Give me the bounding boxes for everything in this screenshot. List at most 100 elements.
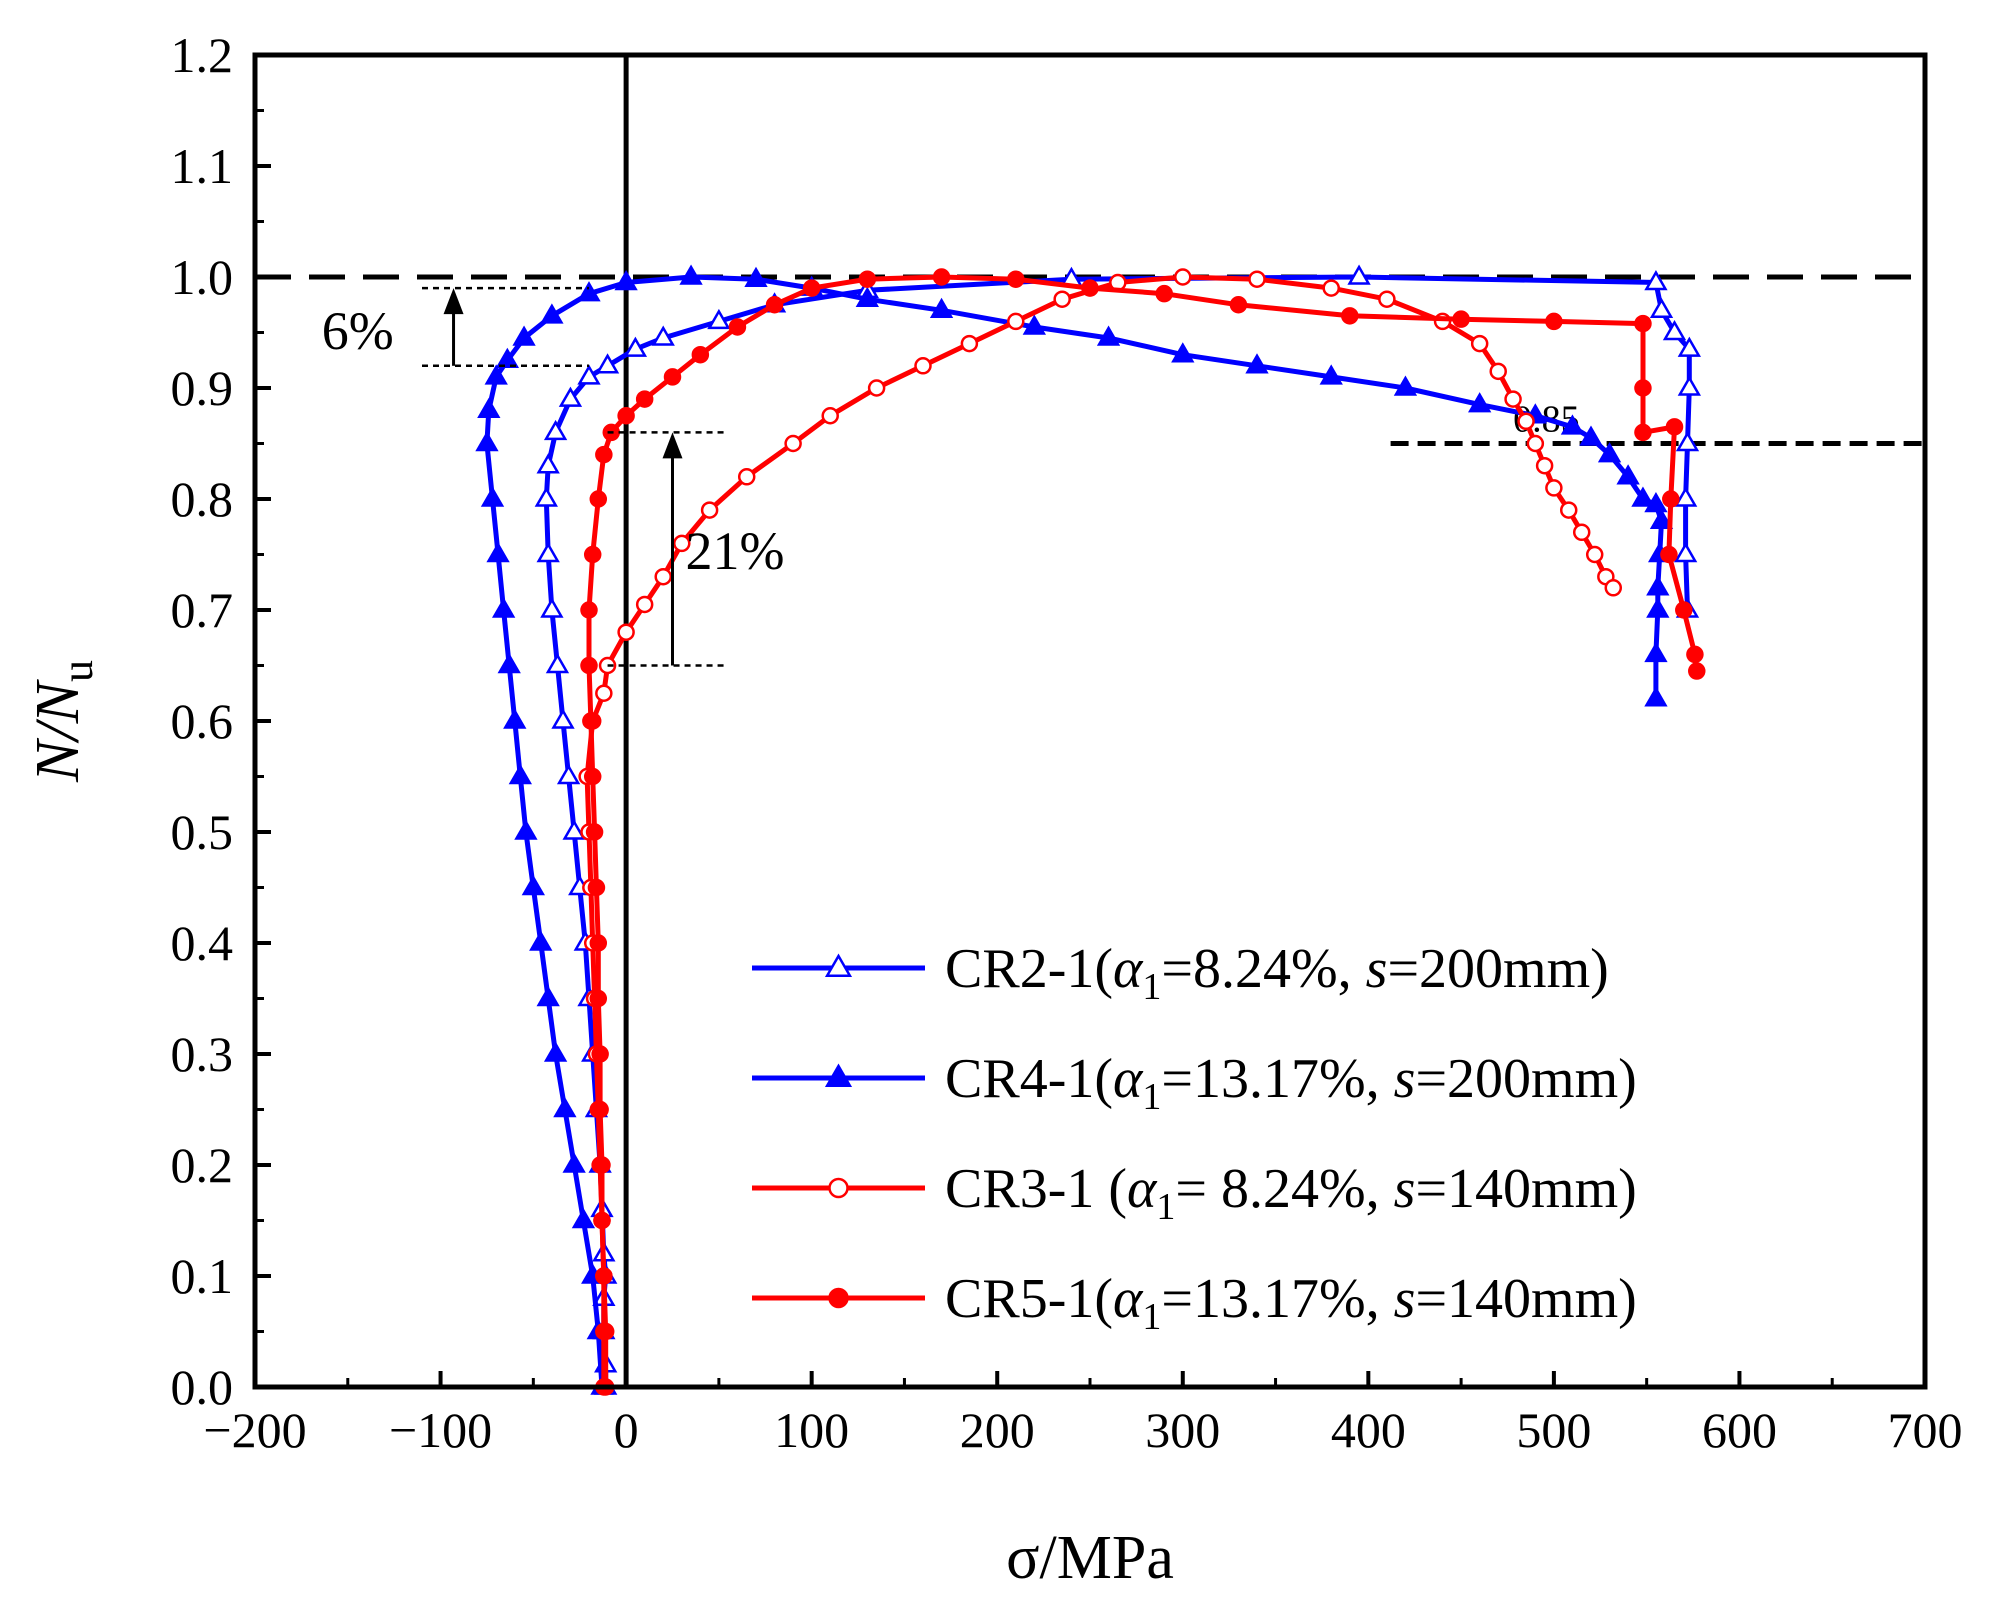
y-tick-label-7: 0.7: [171, 582, 234, 638]
legend-alpha-symbol: α: [1113, 1048, 1144, 1110]
data-point-CR5-1-21: [663, 368, 682, 386]
data-point-CR5-1-7: [589, 989, 608, 1008]
data-point-CR3-1-35: [1489, 362, 1507, 381]
data-point-CR4-1-31: [1096, 325, 1121, 346]
series-layer: [475, 264, 1706, 1396]
data-point-CR5-1-31: [1229, 296, 1248, 314]
data-point-CR5-1-12: [582, 712, 600, 730]
x-axis-label: σ/MPa: [1006, 1524, 1174, 1592]
annotation-label-0: 6%: [322, 301, 394, 361]
data-point-CR3-1-31: [1322, 279, 1340, 297]
data-point-CR4-1-35: [1393, 375, 1418, 396]
data-point-CR3-1-41: [1559, 501, 1578, 519]
x-tick-label-6: 400: [1331, 1402, 1406, 1458]
data-point-CR2-1-34: [1662, 319, 1687, 341]
legend: CR2-1(α1=8.24%, s=200mm)CR4-1(α1=13.17%,…: [752, 938, 1637, 1338]
data-point-CR4-1-39: [1579, 425, 1603, 446]
data-point-CR4-1-13: [497, 652, 521, 674]
data-point-CR4-1-14: [491, 597, 516, 618]
y-tick-label-6: 0.6: [171, 693, 234, 749]
legend-alpha-value: =13.17%,: [1161, 1048, 1393, 1110]
data-point-CR3-1-39: [1535, 456, 1554, 475]
data-point-CR4-1-9: [521, 874, 545, 896]
annotation-label-1: 21%: [685, 521, 784, 581]
data-point-CR3-1-27: [1053, 290, 1071, 308]
data-point-CR3-1-23: [867, 379, 886, 397]
data-point-CR5-1-13: [580, 656, 598, 675]
data-point-CR5-1-10: [585, 823, 604, 841]
y-tick-label-9: 0.9: [171, 360, 234, 416]
annotation-arrow-head: [662, 432, 683, 459]
data-point-CR5-1-41: [1675, 601, 1693, 619]
data-point-CR4-1-43: [1644, 492, 1668, 513]
data-point-CR2-1-32: [1644, 270, 1668, 291]
legend-prefix: CR2-1(: [945, 938, 1113, 1000]
data-point-CR4-1-46: [1646, 575, 1670, 596]
legend-marker-CR2-1: [824, 953, 853, 978]
legend-alpha-subscript: 1: [1142, 1076, 1161, 1118]
data-point-CR5-1-28: [1007, 270, 1025, 288]
legend-s-value: =200mm): [1387, 938, 1608, 1000]
legend-label-CR2-1: CR2-1(α1=8.24%, s=200mm): [945, 938, 1609, 1008]
data-point-CR4-1-4: [562, 1152, 586, 1173]
data-point-CR4-1-11: [508, 763, 533, 785]
series-line-CR2-1: [543, 274, 1692, 1387]
x-tick-label-8: 600: [1702, 1402, 1777, 1458]
data-point-CR4-1-19: [484, 364, 508, 385]
legend-s-symbol: s: [1394, 1158, 1416, 1220]
data-point-CR5-1-4: [593, 1156, 611, 1174]
data-point-CR4-1-33: [1245, 353, 1269, 374]
data-point-CR4-1-17: [475, 430, 499, 452]
legend-prefix: CR5-1(: [945, 1268, 1113, 1330]
data-point-CR4-1-6: [543, 1041, 568, 1062]
data-point-CR4-1-42: [1631, 486, 1655, 507]
data-point-CR5-1-6: [591, 1045, 609, 1063]
data-point-CR5-1-39: [1662, 490, 1680, 508]
y-tick-label-11: 1.1: [171, 138, 234, 194]
y-tick-label-0: 0.0: [171, 1359, 234, 1415]
data-point-CR3-1-37: [1517, 412, 1535, 431]
data-point-CR4-1-21: [512, 325, 536, 346]
data-point-CR2-1-24: [595, 353, 620, 374]
data-point-CR4-1-28: [855, 286, 879, 307]
legend-s-value: =140mm): [1415, 1268, 1636, 1330]
data-point-CR2-1-15: [551, 708, 575, 729]
data-point-CR4-1-8: [529, 930, 553, 951]
data-point-CR5-1-14: [580, 601, 598, 619]
data-point-CR2-1-25: [623, 336, 648, 357]
legend-label-CR5-1: CR5-1(α1=13.17%, s=140mm): [945, 1268, 1637, 1338]
legend-s-symbol: s: [1394, 1048, 1416, 1110]
series-line-CR3-1: [584, 274, 1616, 1387]
legend-s-value: =200mm): [1415, 1048, 1636, 1110]
data-point-CR2-1-18: [536, 541, 560, 563]
legend-label-CR3-1: CR3-1 (α1= 8.24%, s=140mm): [945, 1158, 1637, 1228]
data-point-CR3-1-42: [1572, 523, 1591, 542]
y-tick-label-12: 1.2: [171, 27, 234, 83]
data-point-CR4-1-49: [1644, 686, 1668, 707]
x-tick-label-0: −200: [203, 1402, 306, 1458]
data-point-CR5-1-19: [617, 407, 635, 425]
legend-alpha-symbol: α: [1113, 1268, 1144, 1330]
x-tick-label-3: 100: [774, 1402, 849, 1458]
data-point-CR3-1-26: [1007, 312, 1025, 331]
data-point-CR4-1-15: [486, 541, 510, 563]
legend-alpha-value: =8.24%,: [1161, 938, 1365, 1000]
y-tick-label-5: 0.5: [171, 804, 234, 860]
x-tick-label-9: 700: [1888, 1402, 1963, 1458]
y-axis-label-main: N/N: [24, 678, 92, 783]
data-point-CR3-1-22: [821, 407, 839, 425]
legend-s-value: =140mm): [1415, 1158, 1636, 1220]
data-point-CR4-1-18: [477, 397, 501, 418]
data-point-CR3-1-16: [635, 595, 654, 614]
x-tick-label-7: 500: [1516, 1402, 1591, 1458]
data-point-CR5-1-11: [583, 767, 602, 786]
legend-item-CR3-1: CR3-1 (α1= 8.24%, s=140mm): [752, 1158, 1637, 1228]
data-point-CR5-1-3: [593, 1211, 611, 1230]
data-point-CR5-1-16: [589, 490, 608, 508]
data-point-CR4-1-22: [540, 303, 564, 324]
legend-marker-CR4-1: [824, 1063, 853, 1088]
series-line-CR5-1: [586, 274, 1700, 1387]
legend-marker-CR3-1: [828, 1177, 849, 1199]
data-point-CR2-1-38: [1673, 486, 1698, 507]
